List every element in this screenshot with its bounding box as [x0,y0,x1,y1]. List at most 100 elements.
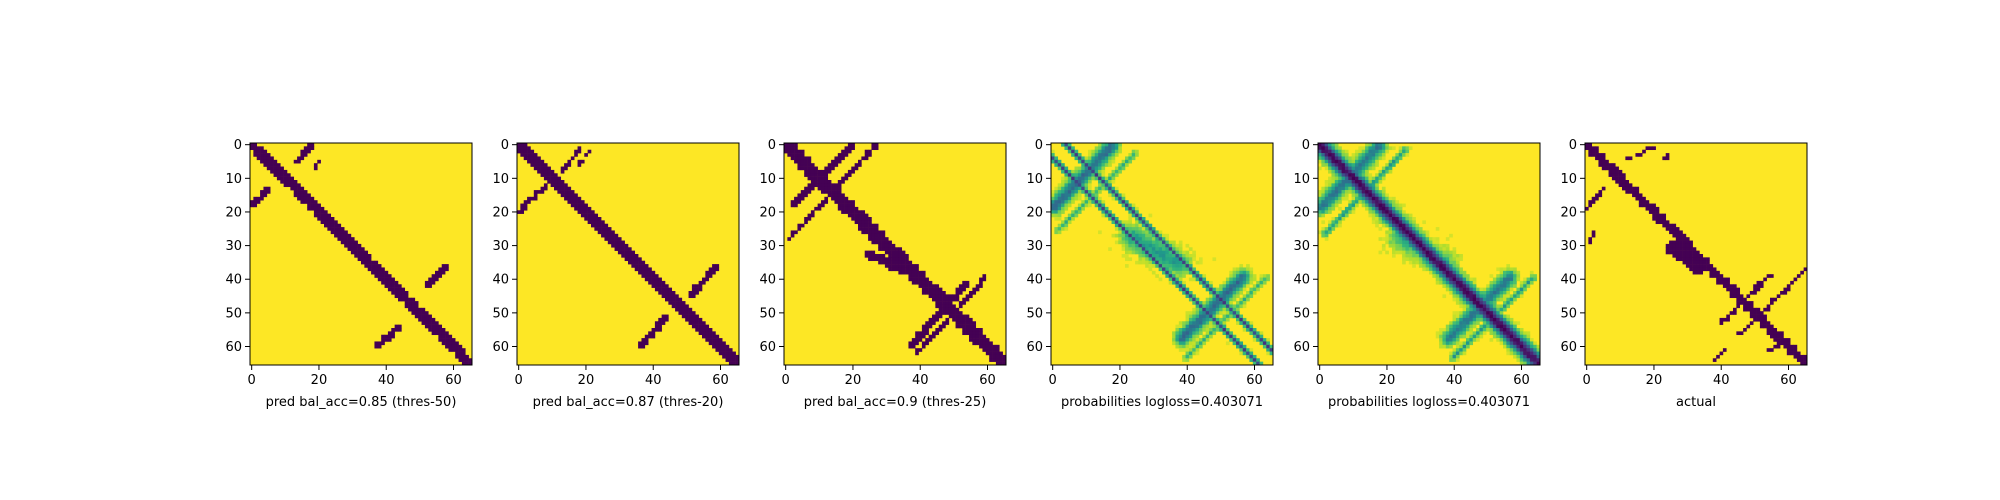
heatmap-cell [1489,304,1494,309]
heatmap-cell [1222,294,1227,299]
heatmap-cell [1442,250,1447,255]
heatmap-cell [1232,267,1237,272]
heatmap-cell [1351,173,1356,177]
heatmap-cell [327,220,332,225]
heatmap-cell [1496,334,1500,339]
heatmap-cell [1608,163,1613,167]
heatmap-cell [1266,341,1270,346]
heatmap-cell [1215,297,1220,302]
heatmap-cell [715,341,720,346]
heatmap-cell [1513,328,1517,332]
heatmap-cell [1088,176,1092,181]
heatmap-cell [1077,159,1082,164]
heatmap-cell [1242,301,1247,305]
heatmap-cell [263,193,268,198]
heatmap-cell [1432,257,1437,262]
heatmap-cell [1114,169,1119,174]
heatmap-cell [1462,274,1467,278]
heatmap-cell [1405,213,1410,218]
heatmap-cell [1455,348,1460,352]
heatmap-cell [1088,163,1092,167]
heatmap-cell [1199,304,1203,309]
heatmap-cell [1452,331,1457,336]
heatmap-cell [337,230,342,235]
heatmap-cell [1355,156,1359,161]
heatmap-cell [1462,294,1467,299]
heatmap-cell [1402,210,1406,214]
heatmap-cell [1192,324,1196,329]
heatmap-cell [1108,149,1112,154]
heatmap-cell [1398,146,1403,151]
heatmap-cell [1151,250,1156,255]
heatmap-cell [1091,166,1096,171]
x-tick-label: 20 [1646,373,1663,388]
heatmap-cell [1185,324,1190,329]
heatmap-cell [1331,143,1336,147]
heatmap-cell [445,334,449,339]
heatmap-cell [1118,200,1122,204]
heatmap-cell [431,321,436,325]
heatmap-cell [1466,311,1470,315]
heatmap-cell [1509,344,1514,349]
heatmap-cell [1648,210,1653,214]
heatmap-cell [1405,254,1410,258]
heatmap-cell [821,203,825,208]
heatmap-cell [915,348,919,352]
heatmap-cell [1358,146,1363,151]
heatmap-cell [1145,220,1149,225]
heatmap-cell [428,277,432,282]
heatmap-cell [1182,257,1186,262]
heatmap-cell [1503,344,1507,349]
heatmap-cell [290,186,295,191]
heatmap-cell [1529,351,1534,356]
heatmap-cell [1756,317,1761,322]
heatmap-cell [1225,331,1230,336]
heatmap-cell [851,166,855,171]
heatmap-cell [1780,334,1784,339]
heatmap-cell [1736,294,1741,299]
heatmap-cell [580,213,585,218]
heatmap-cell [847,213,852,218]
heatmap-cell [310,143,315,147]
heatmap-cell [324,217,328,221]
heatmap-cell [594,220,599,225]
heatmap-cell [1486,304,1490,309]
heatmap-cell [1155,237,1159,241]
heatmap-cell [1269,344,1274,349]
heatmap-cell [1188,321,1193,325]
heatmap-cell [1239,317,1244,322]
heatmap-cell [377,270,382,275]
heatmap-cell [1418,250,1423,255]
heatmap-cell [942,311,946,315]
heatmap-cell [1776,338,1781,342]
heatmap-cell [1526,348,1531,352]
heatmap-cell [1392,230,1396,235]
heatmap-cell [530,153,535,157]
heatmap-cell [448,338,453,342]
heatmap-cell [293,183,298,188]
heatmap-cell [1455,267,1460,272]
heatmap-cell [1108,247,1112,251]
heatmap-cell [1665,153,1670,157]
heatmap-cell [797,193,802,198]
heatmap-cell [962,297,966,302]
heatmap-cell [888,250,892,255]
heatmap-cell [1334,223,1339,228]
heatmap-cell [1388,217,1393,221]
heatmap-cell [367,264,372,268]
heatmap-cell [317,206,321,211]
heatmap-cell [1466,287,1470,292]
heatmap-cell [1371,196,1376,201]
heatmap-cell [1442,294,1447,299]
heatmap-cell [614,233,619,238]
heatmap-cell [1249,287,1254,292]
heatmap-cell [1381,176,1386,181]
heatmap-cell [992,358,997,362]
heatmap-cell [1172,257,1176,262]
heatmap-cell [1182,341,1186,346]
heatmap-cell [1242,284,1247,288]
heatmap-cell [1321,190,1326,194]
heatmap-cell [800,149,805,154]
heatmap-cell [577,149,582,154]
heatmap-cell [1679,240,1683,245]
